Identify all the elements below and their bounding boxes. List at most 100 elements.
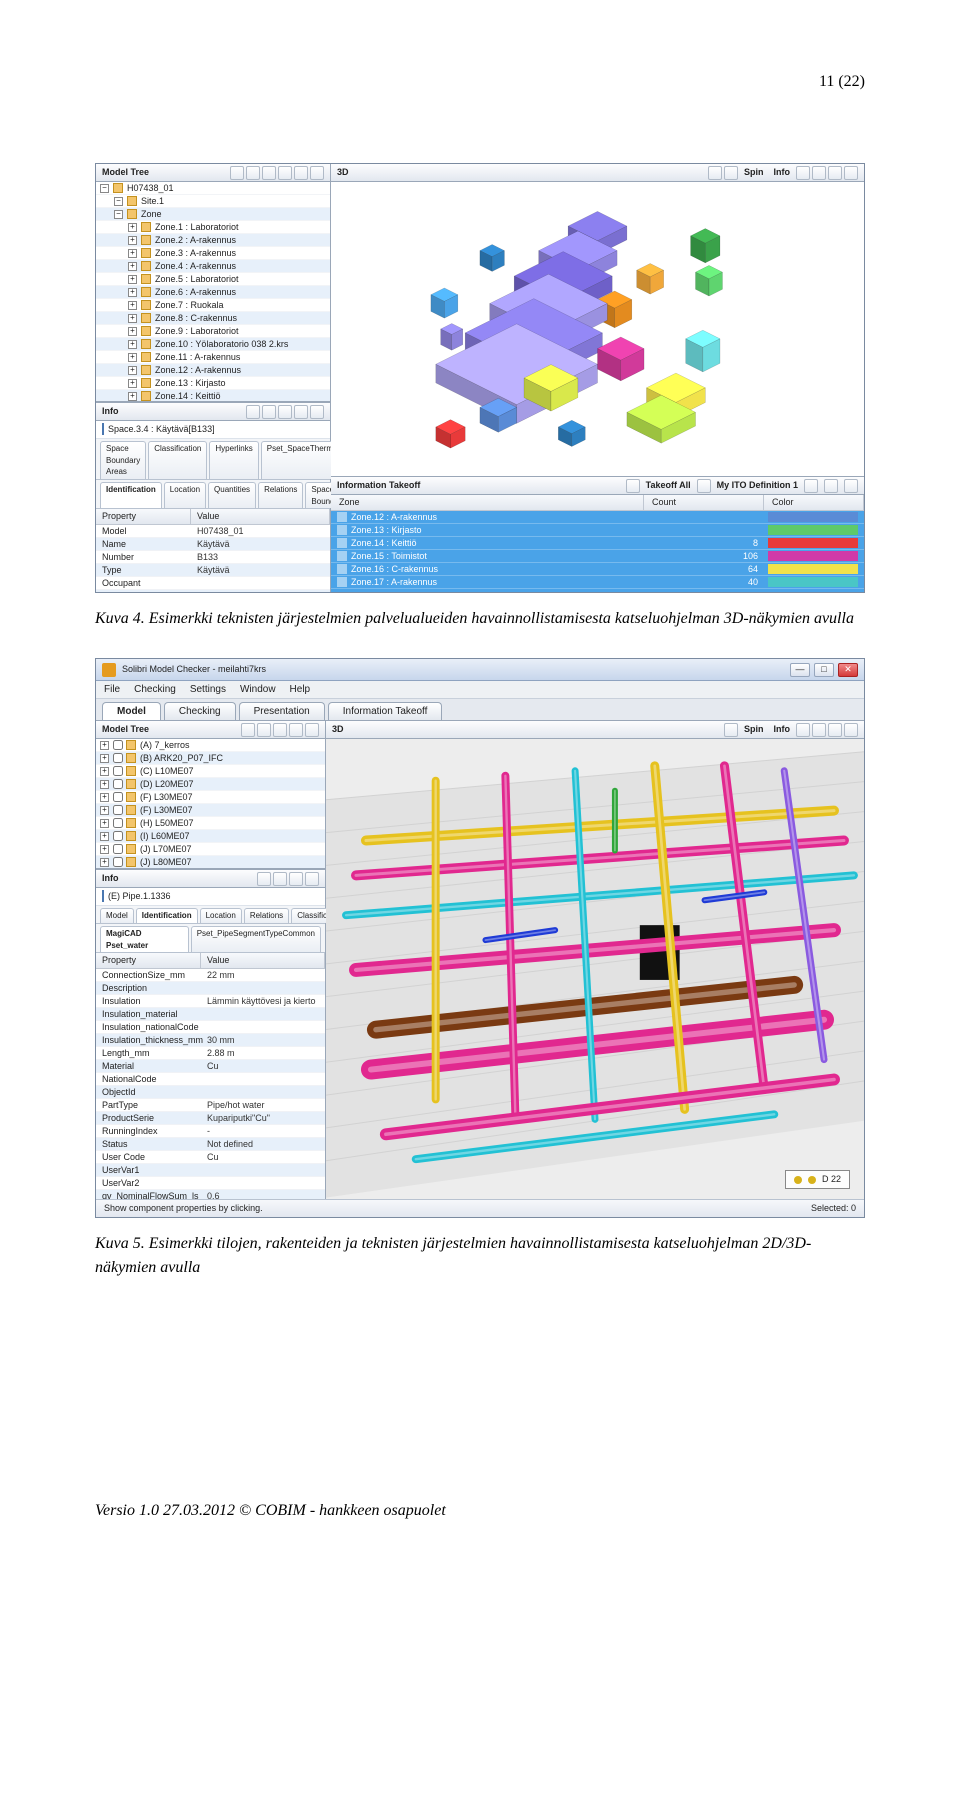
viewport-3d[interactable]: 3D Spin Info D 22 xyxy=(326,721,864,1199)
tree-row[interactable]: +(F) L30ME07 xyxy=(96,804,325,817)
tree-tool-icon[interactable] xyxy=(305,723,319,737)
takeoff-tool-icon[interactable] xyxy=(844,479,858,493)
takeoff-row[interactable]: Zone.17 : A-rakennus40 xyxy=(331,576,864,589)
info-tab[interactable]: Relations xyxy=(244,908,289,923)
tree-row[interactable]: +Zone.3 : A-rakennus xyxy=(96,247,330,260)
main-tab[interactable]: Presentation xyxy=(239,702,325,720)
view-tool-icon[interactable] xyxy=(828,723,842,737)
tree-checkbox[interactable] xyxy=(113,857,123,867)
tree-row[interactable]: +(F) L30ME07 xyxy=(96,791,325,804)
tree-row[interactable]: +Zone.13 : Kirjasto xyxy=(96,377,330,390)
close-button[interactable]: ✕ xyxy=(838,663,858,677)
tree-row[interactable]: +(C) L10ME07 xyxy=(96,765,325,778)
info-nav-prev-icon[interactable] xyxy=(246,405,260,419)
info-tab[interactable]: Space Boundary Areas xyxy=(100,441,146,479)
tree-row[interactable]: +Zone.1 : Laboratoriot xyxy=(96,221,330,234)
tree-tool-icon[interactable] xyxy=(230,166,244,180)
view-tool-icon[interactable] xyxy=(796,723,810,737)
main-tab[interactable]: Checking xyxy=(164,702,236,720)
menu-item[interactable]: Checking xyxy=(134,683,176,698)
tree-checkbox[interactable] xyxy=(113,831,123,841)
model-tree[interactable]: +(A) 7_kerros+(B) ARK20_P07_IFC+(C) L10M… xyxy=(96,739,325,869)
view-tool-icon[interactable] xyxy=(844,166,858,180)
info-tab[interactable]: Location xyxy=(200,908,242,923)
main-tab[interactable]: Information Takeoff xyxy=(328,702,443,720)
tree-row[interactable]: +Zone.7 : Ruokala xyxy=(96,299,330,312)
menu-item[interactable]: Settings xyxy=(190,683,226,698)
info-nav-next-icon[interactable] xyxy=(262,405,276,419)
info-label[interactable]: Info xyxy=(770,723,795,736)
takeoff-row[interactable]: Zone.14 : Keittiö8 xyxy=(331,537,864,550)
view-tool-icon[interactable] xyxy=(812,166,826,180)
takeoff-row[interactable]: Zone.13 : Kirjasto xyxy=(331,524,864,537)
menu-item[interactable]: Help xyxy=(290,683,311,698)
tree-row[interactable]: −Zone xyxy=(96,208,330,221)
info-tab[interactable]: Quantities xyxy=(208,482,256,508)
info-tool-icon[interactable] xyxy=(305,872,319,886)
tree-row[interactable]: +Zone.9 : Laboratoriot xyxy=(96,325,330,338)
takeoff-rows[interactable]: Zone.12 : A-rakennusZone.13 : KirjastoZo… xyxy=(331,511,864,592)
maximize-button[interactable]: □ xyxy=(814,663,834,677)
view-tool-icon[interactable] xyxy=(844,723,858,737)
tree-row[interactable]: +Zone.8 : C-rakennus xyxy=(96,312,330,325)
info-tab[interactable]: Hyperlinks xyxy=(209,441,258,479)
view-tool-icon[interactable] xyxy=(708,166,722,180)
info-tab[interactable]: Relations xyxy=(258,482,303,508)
tree-checkbox[interactable] xyxy=(113,818,123,828)
view-tool-icon[interactable] xyxy=(796,166,810,180)
info-tool-icon[interactable] xyxy=(289,872,303,886)
info-tab[interactable]: Pset_PipeSegmentTypeCommon xyxy=(191,926,321,952)
tree-checkbox[interactable] xyxy=(113,740,123,750)
tree-row[interactable]: +(I) L60ME07 xyxy=(96,830,325,843)
info-tab[interactable]: Identification xyxy=(136,908,198,923)
tree-row[interactable]: +Zone.6 : A-rakennus xyxy=(96,286,330,299)
tree-tool-icon[interactable] xyxy=(310,166,324,180)
main-tab[interactable]: Model xyxy=(102,702,161,720)
tree-row[interactable]: +(J) L80ME07 xyxy=(96,856,325,869)
takeoff-row[interactable]: Zone.15 : Toimistot106 xyxy=(331,550,864,563)
info-tool-icon[interactable] xyxy=(310,405,324,419)
tree-row[interactable]: +Zone.11 : A-rakennus xyxy=(96,351,330,364)
tree-tool-icon[interactable] xyxy=(294,166,308,180)
tree-row[interactable]: −Site.1 xyxy=(96,195,330,208)
tree-row[interactable]: +Zone.5 : Laboratoriot xyxy=(96,273,330,286)
info-nav-next-icon[interactable] xyxy=(273,872,287,886)
tree-row[interactable]: +(A) 7_kerros xyxy=(96,739,325,752)
tree-row[interactable]: +Zone.4 : A-rakennus xyxy=(96,260,330,273)
tree-tool-icon[interactable] xyxy=(278,166,292,180)
info-tab[interactable]: Model xyxy=(100,908,134,923)
tree-row[interactable]: +(J) L70ME07 xyxy=(96,843,325,856)
spin-label[interactable]: Spin xyxy=(740,723,768,736)
info-tab[interactable]: MagiCAD Pset_water xyxy=(100,926,189,952)
tree-row[interactable]: −H07438_01 xyxy=(96,182,330,195)
menu-item[interactable]: File xyxy=(104,683,120,698)
minimize-button[interactable]: — xyxy=(790,663,810,677)
takeoff-tool-icon[interactable] xyxy=(626,479,640,493)
tree-checkbox[interactable] xyxy=(113,792,123,802)
tree-tool-icon[interactable] xyxy=(273,723,287,737)
tree-tool-icon[interactable] xyxy=(262,166,276,180)
tree-row[interactable]: +(D) L20ME07 xyxy=(96,778,325,791)
takeoff-tool-icon[interactable] xyxy=(824,479,838,493)
tree-row[interactable]: +Zone.14 : Keittiö xyxy=(96,390,330,402)
info-label[interactable]: Info xyxy=(770,166,795,179)
tree-tool-icon[interactable] xyxy=(289,723,303,737)
info-nav-prev-icon[interactable] xyxy=(257,872,271,886)
tree-tool-icon[interactable] xyxy=(257,723,271,737)
tree-row[interactable]: +(H) L50ME07 xyxy=(96,817,325,830)
tree-row[interactable]: +Zone.12 : A-rakennus xyxy=(96,364,330,377)
tree-row[interactable]: +(B) ARK20_P07_IFC xyxy=(96,752,325,765)
view-tool-icon[interactable] xyxy=(828,166,842,180)
takeoff-tool-icon[interactable] xyxy=(804,479,818,493)
view-tool-icon[interactable] xyxy=(724,723,738,737)
info-tool-icon[interactable] xyxy=(278,405,292,419)
view-tool-icon[interactable] xyxy=(724,166,738,180)
tree-row[interactable]: +Zone.2 : A-rakennus xyxy=(96,234,330,247)
view-tool-icon[interactable] xyxy=(812,723,826,737)
takeoff-row[interactable]: Zone.12 : A-rakennus xyxy=(331,511,864,524)
tree-checkbox[interactable] xyxy=(113,805,123,815)
tree-tool-icon[interactable] xyxy=(241,723,255,737)
tree-checkbox[interactable] xyxy=(113,844,123,854)
takeoff-row[interactable]: Zone.16 : C-rakennus64 xyxy=(331,563,864,576)
tree-checkbox[interactable] xyxy=(113,779,123,789)
